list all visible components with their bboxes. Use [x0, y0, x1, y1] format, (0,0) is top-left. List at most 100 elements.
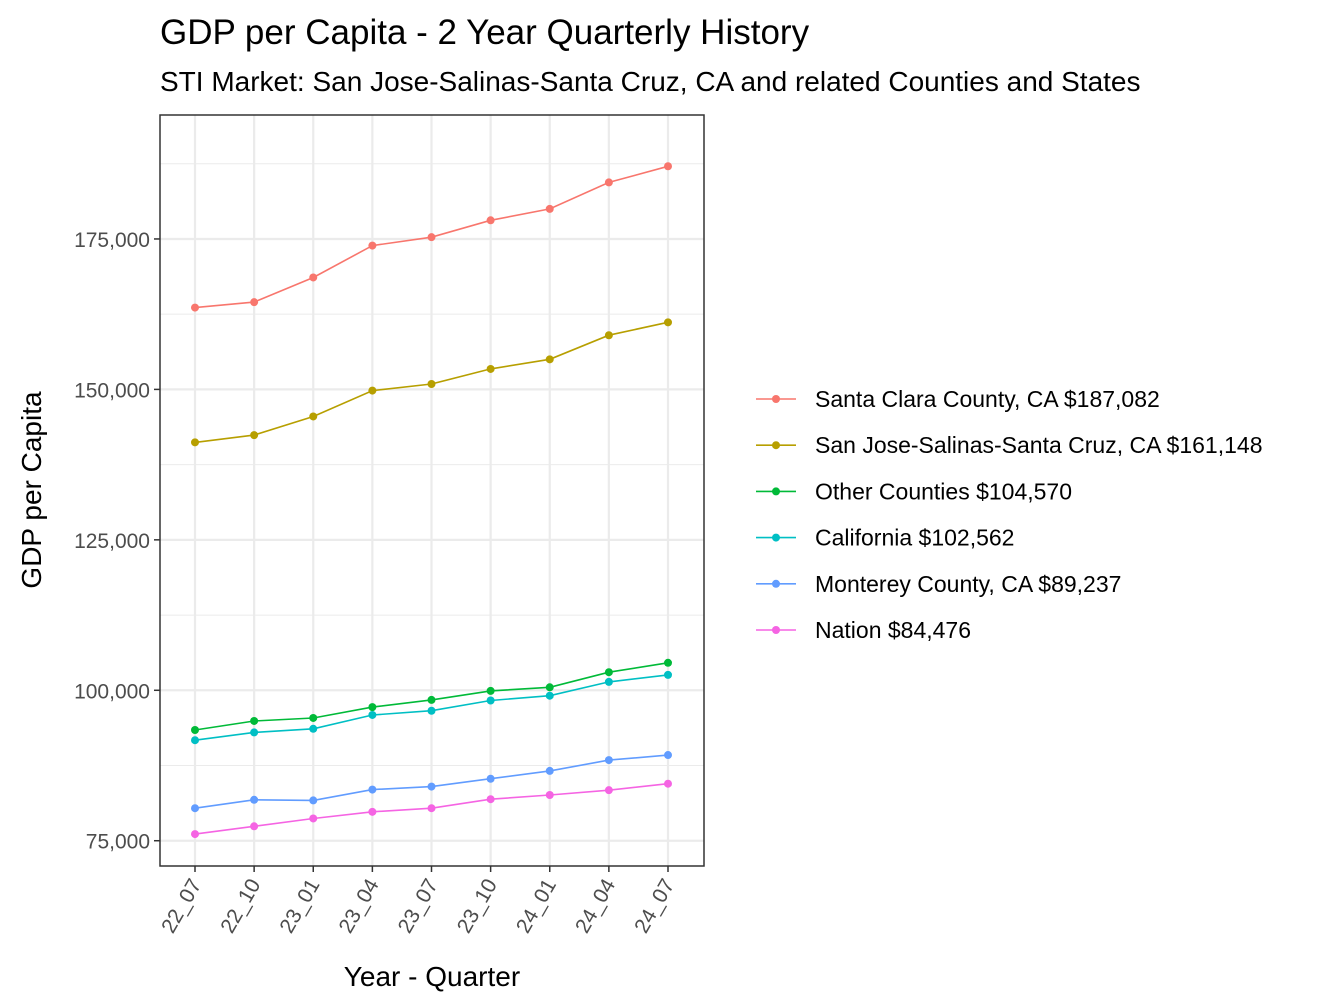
- data-point: [309, 796, 318, 805]
- data-point: [427, 782, 436, 791]
- legend-item: Santa Clara County, CA $187,082: [756, 386, 1160, 412]
- data-point: [486, 686, 495, 695]
- x-tick-label: 24_07: [630, 875, 679, 937]
- data-point: [191, 736, 199, 745]
- legend-label: Santa Clara County, CA $187,082: [815, 386, 1160, 412]
- legend-item: Monterey County, CA $89,237: [756, 571, 1121, 597]
- data-point: [427, 804, 436, 813]
- data-point: [604, 677, 613, 686]
- legend-item: San Jose-Salinas-Santa Cruz, CA $161,148: [756, 432, 1263, 458]
- chart-subtitle: STI Market: San Jose-Salinas-Santa Cruz,…: [160, 66, 1141, 97]
- x-axis-title: Year - Quarter: [344, 961, 520, 992]
- x-tick-label: 24_04: [571, 875, 620, 937]
- legend-label: Monterey County, CA $89,237: [815, 571, 1121, 597]
- data-point: [664, 779, 672, 788]
- y-tick-label: 125,000: [74, 530, 150, 553]
- data-point: [368, 703, 377, 712]
- data-point: [545, 683, 554, 692]
- data-point: [486, 774, 495, 783]
- series-group: [191, 670, 672, 745]
- y-tick-label: 75,000: [86, 831, 150, 854]
- x-tick-label: 23_10: [453, 875, 502, 937]
- data-point: [368, 785, 377, 794]
- data-point: [664, 162, 672, 171]
- data-point: [309, 713, 318, 722]
- legend-key-point: [772, 487, 780, 496]
- legend-label: San Jose-Salinas-Santa Cruz, CA $161,148: [815, 432, 1263, 458]
- data-point: [309, 273, 318, 282]
- legend-key-point: [772, 533, 780, 542]
- legend-label: Nation $84,476: [815, 617, 971, 643]
- legend-key-point: [772, 395, 780, 403]
- data-point: [545, 355, 554, 364]
- data-point: [309, 412, 318, 421]
- data-point: [664, 318, 672, 327]
- data-point: [545, 204, 554, 213]
- data-point: [545, 766, 554, 775]
- data-point: [486, 364, 495, 373]
- y-axis: 75,000 100,000 125,000 150,000 175,000: [74, 229, 160, 854]
- x-tick-label: 23_04: [335, 875, 384, 937]
- data-point: [191, 830, 199, 839]
- data-point: [250, 822, 259, 831]
- data-point: [250, 795, 259, 804]
- data-point: [486, 216, 495, 225]
- data-point: [250, 298, 259, 307]
- plot-panel: [160, 115, 704, 866]
- y-axis-title: GDP per Capita: [16, 391, 47, 589]
- legend-item: Other Counties $104,570: [756, 478, 1072, 504]
- y-tick-label: 150,000: [74, 379, 150, 402]
- legend-label: California $102,562: [815, 525, 1014, 551]
- series-group: [191, 162, 672, 312]
- data-point: [545, 790, 554, 799]
- legend-item: Nation $84,476: [756, 617, 971, 643]
- data-point: [191, 438, 199, 447]
- data-point: [604, 178, 613, 187]
- legend-key-point: [772, 579, 780, 588]
- data-point: [486, 696, 495, 705]
- data-point: [368, 807, 377, 816]
- data-point: [664, 670, 672, 679]
- data-point: [191, 804, 199, 813]
- data-point: [191, 303, 199, 312]
- legend-item: California $102,562: [756, 525, 1014, 551]
- x-tick-label: 23_01: [275, 875, 324, 937]
- legend: Santa Clara County, CA $187,082 San Jose-…: [756, 386, 1263, 643]
- data-point: [309, 814, 318, 823]
- series-group: [191, 751, 672, 813]
- x-tick-label: 22_07: [157, 875, 206, 937]
- data-point: [427, 379, 436, 388]
- x-tick-label: 22_10: [216, 875, 265, 937]
- data-point: [427, 233, 436, 242]
- data-point: [250, 716, 259, 725]
- chart-title: GDP per Capita - 2 Year Quarterly Histor…: [160, 13, 810, 52]
- panel-border: [159, 114, 705, 867]
- x-tick-label: 24_01: [512, 875, 561, 937]
- data-point: [486, 795, 495, 804]
- x-tick-label: 23_07: [394, 875, 443, 937]
- data-point: [604, 331, 613, 340]
- y-tick-label: 100,000: [74, 680, 150, 703]
- data-point: [368, 386, 377, 395]
- data-point: [368, 241, 377, 250]
- legend-key-point: [772, 441, 780, 450]
- data-point: [250, 728, 259, 737]
- data-point: [604, 786, 613, 795]
- series-group: [191, 779, 672, 839]
- data-point: [191, 726, 199, 735]
- series-group: [191, 318, 672, 447]
- data-point: [250, 431, 259, 440]
- data-point: [604, 756, 613, 765]
- data-point: [604, 668, 613, 677]
- legend-key-point: [772, 626, 780, 634]
- data-point: [664, 751, 672, 760]
- data-point: [427, 706, 436, 715]
- data-point: [368, 710, 377, 719]
- data-point: [309, 724, 318, 733]
- series-layer: [191, 162, 672, 839]
- data-point: [545, 691, 554, 700]
- series-group: [191, 658, 672, 735]
- data-point: [664, 658, 672, 667]
- legend-label: Other Counties $104,570: [815, 478, 1072, 504]
